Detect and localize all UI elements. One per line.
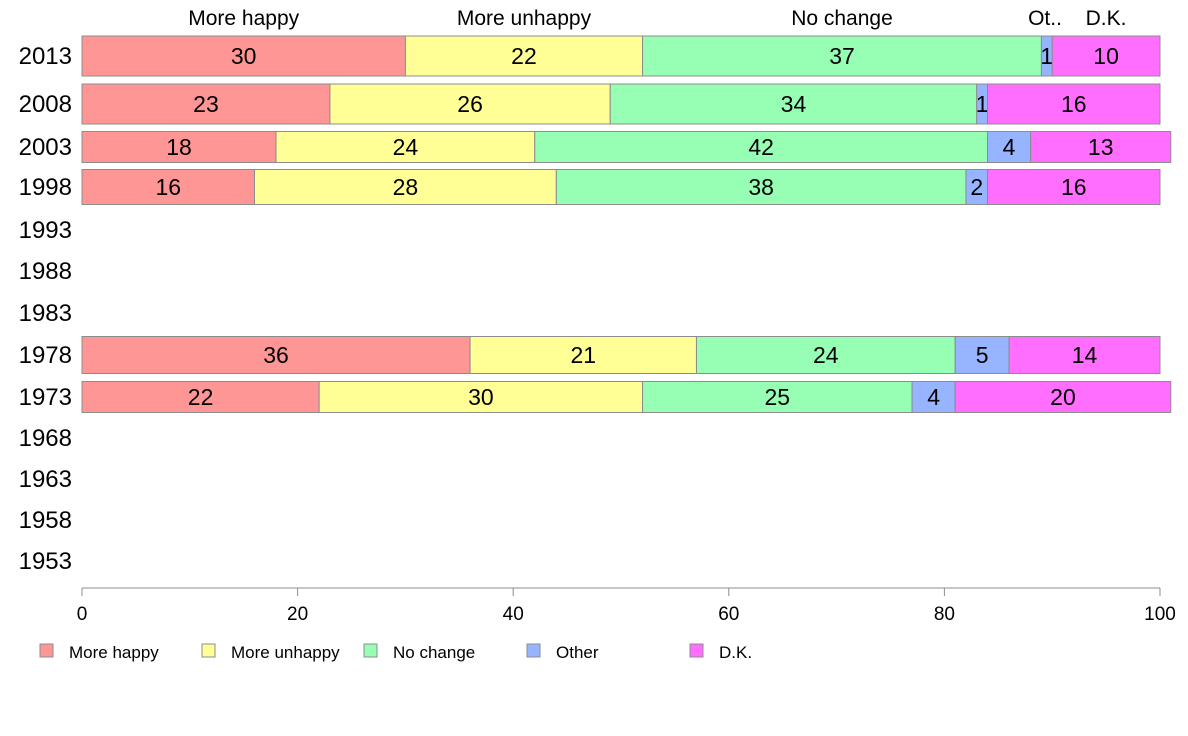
y-tick-label: 2013 [19, 43, 72, 70]
y-tick-label: 1993 [19, 217, 72, 244]
legend-label: More happy [69, 643, 159, 662]
x-tick-label: 20 [287, 604, 308, 625]
data-label: 24 [813, 342, 839, 368]
x-tick-label: 0 [77, 604, 88, 625]
bar-segment [609, 83, 978, 125]
data-label: 24 [393, 134, 419, 160]
legend-label: No change [393, 643, 475, 662]
y-tick-label: 1988 [19, 258, 72, 285]
data-label: 16 [1061, 174, 1087, 200]
data-label: 22 [188, 384, 214, 410]
y-tick-label: 1958 [19, 507, 72, 534]
bar-segment [1051, 35, 1161, 77]
legend-swatch [39, 643, 54, 658]
data-label: 34 [781, 91, 807, 117]
data-label: 22 [511, 43, 537, 69]
data-label: 30 [468, 384, 494, 410]
y-tick-label: 1953 [19, 548, 72, 575]
bar-segment [987, 169, 1161, 205]
bar-segment [1030, 131, 1172, 163]
data-label: 42 [748, 134, 774, 160]
column-header-label: More unhappy [457, 7, 592, 30]
bar-segment [954, 381, 1172, 413]
bar-segment [81, 83, 331, 125]
legend-swatch [689, 643, 704, 658]
legend-swatch [201, 643, 216, 658]
y-tick-label: 1973 [19, 384, 72, 411]
data-label: 38 [748, 174, 774, 200]
y-tick-label: 1968 [19, 425, 72, 452]
bar-segment [469, 336, 697, 374]
y-tick-label: 2008 [19, 91, 72, 118]
data-label: 2 [970, 174, 983, 200]
bar-segment [404, 35, 644, 77]
x-tick-label: 40 [503, 604, 524, 625]
data-label: 25 [765, 384, 791, 410]
bar-segment [555, 169, 967, 205]
data-label: 10 [1093, 43, 1119, 69]
legend-swatch [526, 643, 541, 658]
bar-segment [253, 169, 557, 205]
data-label: 16 [1061, 91, 1087, 117]
column-header-label: Ot.. [1028, 7, 1062, 30]
data-label: 4 [927, 384, 940, 410]
bar-segment [1008, 336, 1161, 374]
column-header-label: No change [791, 7, 893, 30]
legend-swatch [363, 643, 378, 658]
bar-segment [81, 169, 255, 205]
bar-segment [954, 336, 1010, 374]
bar-segment [329, 83, 611, 125]
x-tick-label: 80 [934, 604, 955, 625]
bar-segment [695, 336, 956, 374]
bar-segment [81, 381, 320, 413]
legend-label: More unhappy [231, 643, 340, 662]
bar-segment [534, 131, 989, 163]
data-label: 1 [976, 91, 989, 117]
column-header-label: D.K. [1086, 7, 1127, 30]
bar-segment [642, 381, 913, 413]
bar-segment [987, 83, 1161, 125]
y-tick-label: 1998 [19, 174, 72, 201]
bar-segment [81, 35, 406, 77]
y-tick-label: 2003 [19, 134, 72, 161]
data-label: 30 [231, 43, 257, 69]
data-label: 28 [393, 174, 419, 200]
bar-segment [987, 131, 1032, 163]
data-label: 14 [1072, 342, 1098, 368]
data-label: 18 [166, 134, 192, 160]
legend-label: Other [556, 643, 599, 662]
data-label: 5 [976, 342, 989, 368]
data-label: 21 [570, 342, 596, 368]
bar-segment [81, 131, 277, 163]
legend-label: D.K. [719, 643, 752, 662]
y-tick-label: 1978 [19, 342, 72, 369]
column-header-labels: More happy More unhappy No change Ot.. D.K. [188, 7, 1126, 30]
legend: More happy More unhappy No change Other D.K. [39, 643, 752, 662]
data-label: 1 [1040, 43, 1053, 69]
data-label: 16 [155, 174, 181, 200]
data-label: 13 [1088, 134, 1114, 160]
y-tick-label: 1983 [19, 300, 72, 327]
bar-segment [911, 381, 956, 413]
data-label: 23 [193, 91, 219, 117]
x-tick-label: 100 [1144, 604, 1176, 625]
data-label: 4 [1003, 134, 1016, 160]
y-axis-labels: 2013 2008 2003 1998 1993 1988 1983 1978 1973 1968… [19, 43, 72, 575]
bar-segment [642, 35, 1042, 77]
data-label: 26 [457, 91, 483, 117]
data-label: 36 [263, 342, 289, 368]
y-tick-label: 1963 [19, 466, 72, 493]
data-label: 20 [1050, 384, 1076, 410]
x-tick-label: 60 [718, 604, 739, 625]
column-header-label: More happy [188, 7, 299, 30]
data-label: 37 [829, 43, 855, 69]
x-axis: 0 20 40 60 80 100 [77, 587, 1176, 625]
